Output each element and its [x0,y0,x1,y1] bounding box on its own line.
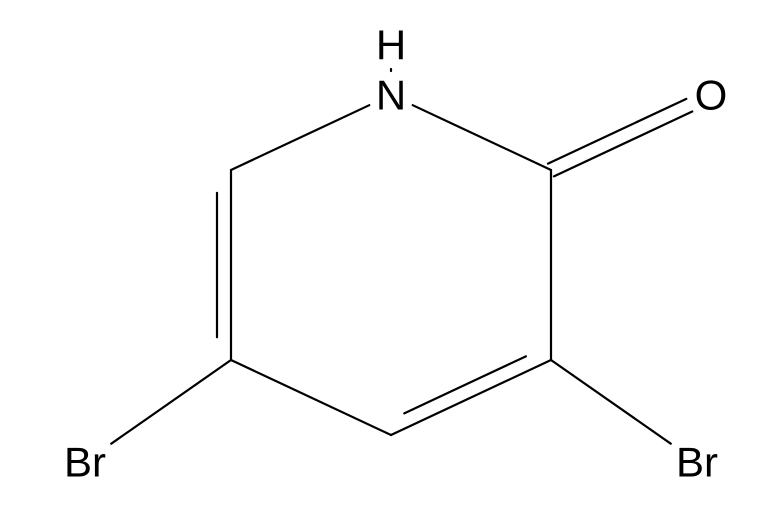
bond-line [554,112,692,177]
atom-N1: N [376,72,406,119]
atom-O2: O [695,72,728,119]
atom-Br3: Br [676,439,718,486]
bond-line [111,360,231,444]
atom-H1: H [376,22,406,69]
bond-line [404,356,526,413]
bond-line [231,105,369,170]
atom-Br5: Br [64,439,106,486]
bond-line [548,99,686,164]
molecule-diagram: NH O Br Br [0,0,783,514]
bond-line [391,360,551,435]
bond-line [551,360,671,444]
bond-line [231,360,391,435]
bond-line [413,105,551,170]
